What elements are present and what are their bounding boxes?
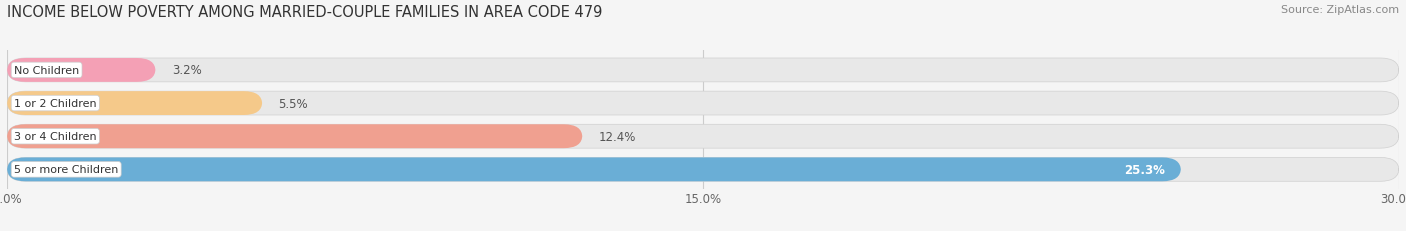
Text: 1 or 2 Children: 1 or 2 Children [14,99,97,109]
Text: No Children: No Children [14,66,79,76]
Text: 12.4%: 12.4% [599,130,636,143]
Text: 3 or 4 Children: 3 or 4 Children [14,132,97,142]
FancyBboxPatch shape [7,59,156,82]
Text: 5.5%: 5.5% [278,97,308,110]
Text: 25.3%: 25.3% [1123,163,1164,176]
Text: Source: ZipAtlas.com: Source: ZipAtlas.com [1281,5,1399,15]
FancyBboxPatch shape [7,158,1181,182]
FancyBboxPatch shape [7,59,1399,82]
FancyBboxPatch shape [7,158,1399,182]
FancyBboxPatch shape [7,125,1399,149]
FancyBboxPatch shape [7,125,582,149]
Text: 5 or more Children: 5 or more Children [14,165,118,175]
Text: 3.2%: 3.2% [172,64,201,77]
FancyBboxPatch shape [7,92,1399,116]
FancyBboxPatch shape [7,92,262,116]
Text: INCOME BELOW POVERTY AMONG MARRIED-COUPLE FAMILIES IN AREA CODE 479: INCOME BELOW POVERTY AMONG MARRIED-COUPL… [7,5,602,20]
